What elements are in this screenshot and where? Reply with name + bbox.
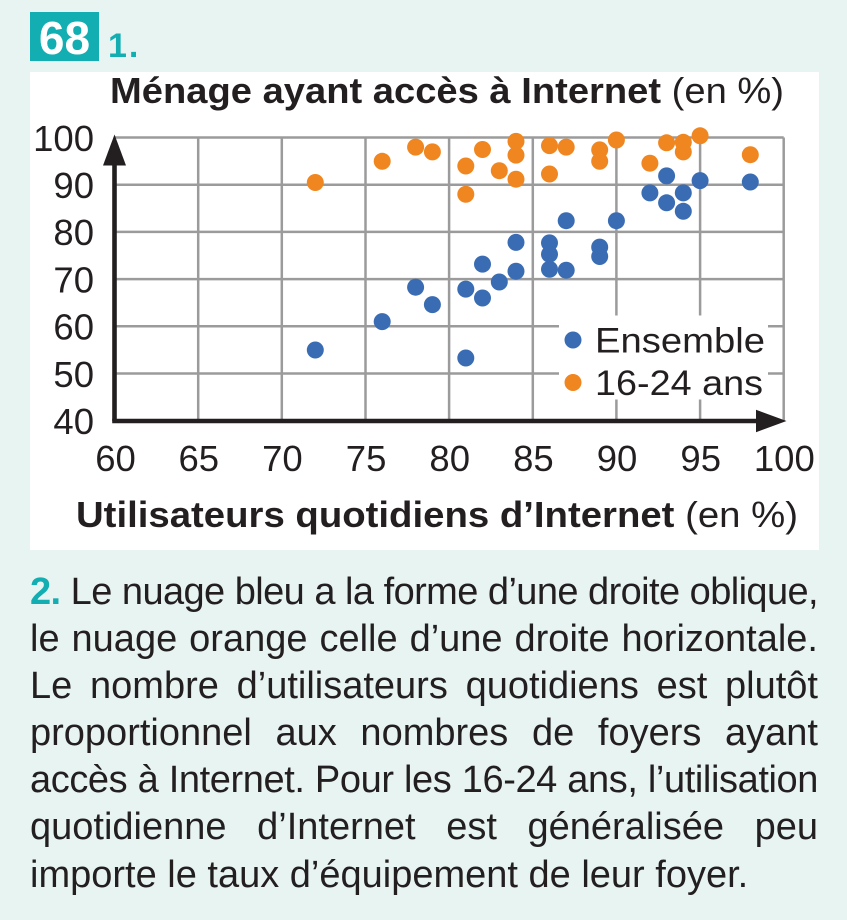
svg-text:Ensemble: Ensemble bbox=[595, 322, 765, 361]
svg-text:70: 70 bbox=[53, 259, 94, 300]
svg-text:40: 40 bbox=[53, 401, 94, 442]
svg-text:90: 90 bbox=[53, 165, 94, 206]
svg-text:85: 85 bbox=[513, 438, 554, 479]
svg-text:65: 65 bbox=[178, 438, 219, 479]
svg-text:16-24 ans: 16-24 ans bbox=[595, 364, 763, 403]
svg-text:70: 70 bbox=[262, 438, 303, 479]
svg-text:Utilisateurs quotidiens d’Inte: Utilisateurs quotidiens d’Internet (en %… bbox=[76, 494, 798, 535]
svg-text:80: 80 bbox=[53, 212, 94, 253]
svg-text:60: 60 bbox=[95, 438, 136, 479]
svg-text:75: 75 bbox=[346, 438, 387, 479]
svg-text:100: 100 bbox=[33, 118, 94, 159]
svg-text:60: 60 bbox=[53, 307, 94, 348]
svg-text:80: 80 bbox=[429, 438, 470, 479]
svg-text:Ménage ayant accès à Internet: Ménage ayant accès à Internet (en %) bbox=[110, 70, 784, 111]
svg-text:95: 95 bbox=[680, 438, 721, 479]
svg-text:50: 50 bbox=[53, 354, 94, 395]
svg-text:100: 100 bbox=[754, 438, 815, 479]
svg-text:90: 90 bbox=[597, 438, 638, 479]
